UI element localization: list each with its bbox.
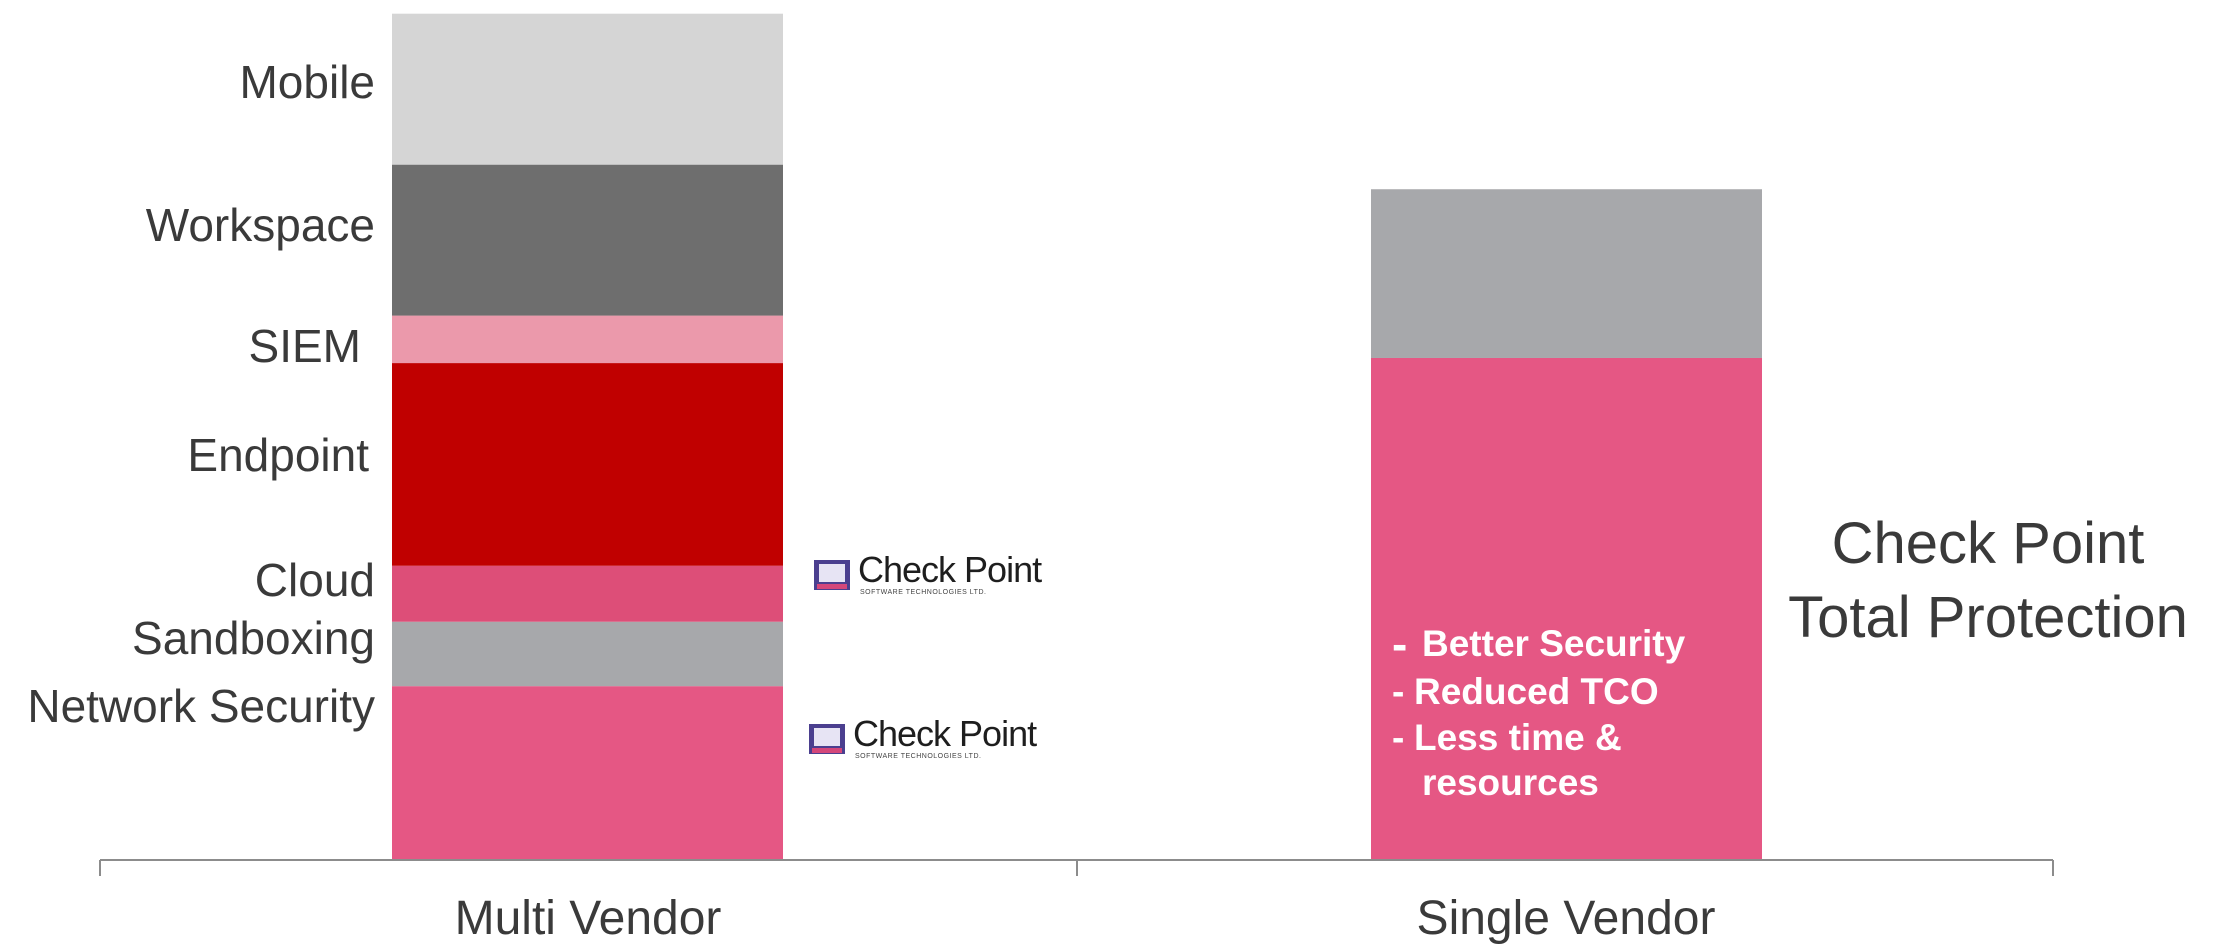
segment-label-mobile: Mobile	[239, 56, 375, 108]
logo-icon-base-1	[812, 748, 842, 753]
logo-subtitle-0: SOFTWARE TECHNOLOGIES LTD.	[860, 589, 986, 596]
logo-icon-base-0	[817, 584, 847, 589]
logo-subtitle-1: SOFTWARE TECHNOLOGIES LTD.	[855, 753, 981, 760]
logo-icon-screen-0	[819, 564, 845, 582]
logo-icon-screen-1	[814, 728, 840, 746]
segment-label-sandboxing: Sandboxing	[132, 612, 375, 664]
segment-label-endpoint: Endpoint	[187, 429, 369, 481]
annotation-dash-0: -	[1392, 618, 1407, 670]
segment-label-cloud: Cloud	[255, 554, 375, 606]
bar-network-security-0	[392, 686, 783, 860]
bar-endpoint-0	[392, 363, 783, 566]
category-label-1: Single Vendor	[1417, 892, 1716, 944]
annotation-point-0: Better Security	[1422, 623, 1686, 664]
annotation-point-2: Less time &	[1414, 717, 1622, 758]
side-title-line-0: Check Point	[1832, 511, 2145, 576]
bar-series-8-1	[1371, 189, 1762, 358]
bar-workspace-0	[392, 164, 783, 316]
logo-name-0: Check Point	[858, 549, 1042, 590]
side-title-line-1: Total Protection	[1788, 585, 2188, 650]
annotation-dash-1: -	[1392, 671, 1404, 712]
segment-label-workspace: Workspace	[146, 199, 375, 251]
bar-mobile-0	[392, 13, 783, 165]
annotation-point-1: Reduced TCO	[1414, 671, 1659, 712]
logo-name-1: Check Point	[853, 713, 1037, 754]
annotation-point-3: resources	[1422, 762, 1599, 803]
bar-siem-0	[392, 315, 783, 364]
bar-sandboxing-0	[392, 621, 783, 687]
bar-cloud-0	[392, 565, 783, 622]
category-label-0: Multi Vendor	[455, 892, 722, 944]
segment-label-network-security: Network Security	[27, 680, 375, 732]
segment-label-siem: SIEM	[249, 320, 361, 372]
annotation-dash-2: -	[1392, 717, 1404, 758]
bar-series-7-1	[1371, 357, 1762, 860]
